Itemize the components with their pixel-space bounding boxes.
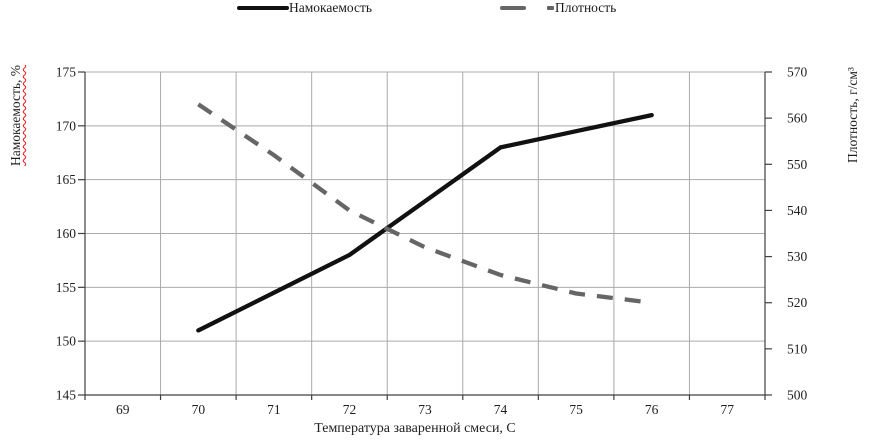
solid-line-legend-marker [237, 6, 289, 10]
y-left-tick-label: 175 [56, 65, 77, 80]
legend-item-plotnost: Плотность [500, 0, 616, 16]
y-right-tick-label: 510 [787, 341, 808, 356]
x-tick-label: 73 [418, 402, 432, 417]
legend-label-namokaemost: Намокаемость [289, 0, 373, 15]
y-right-tick-label: 520 [787, 295, 808, 310]
x-tick-label: 70 [192, 402, 206, 417]
x-tick-label: 74 [494, 402, 508, 417]
y-left-tick-label: 145 [56, 388, 77, 403]
y-left-tick-label: 165 [56, 172, 77, 187]
dashed-line-legend-dot [547, 5, 554, 11]
y-right-tick-label: 530 [787, 249, 808, 264]
y-right-tick-label: 550 [787, 157, 808, 172]
y-right-tick-label: 560 [787, 111, 808, 126]
y-right-tick-label: 500 [787, 388, 808, 403]
y-right-tick-label: 540 [787, 203, 808, 218]
dashed-line-legend-marker [500, 5, 526, 11]
x-tick-label: 69 [116, 402, 130, 417]
x-axis-title: Температура заваренной смеси, С [314, 421, 516, 436]
y-left-tick-label: 160 [56, 226, 77, 241]
y-right-tick-label: 570 [787, 65, 808, 80]
y-left-tick-label: 170 [56, 118, 77, 133]
series-line-1 [197, 102, 652, 305]
legend-label-plotnost: Плотность [555, 0, 617, 15]
x-tick-label: 76 [645, 402, 659, 417]
y-left-tick-label: 155 [56, 280, 77, 295]
y-left-tick-label: 150 [56, 334, 77, 349]
x-tick-label: 75 [569, 402, 583, 417]
x-tick-label: 72 [343, 402, 357, 417]
x-tick-label: 77 [720, 402, 734, 417]
series-line-0 [196, 112, 654, 333]
x-tick-label: 71 [267, 402, 281, 417]
legend-item-namokaemost: Намокаемость [237, 0, 372, 16]
